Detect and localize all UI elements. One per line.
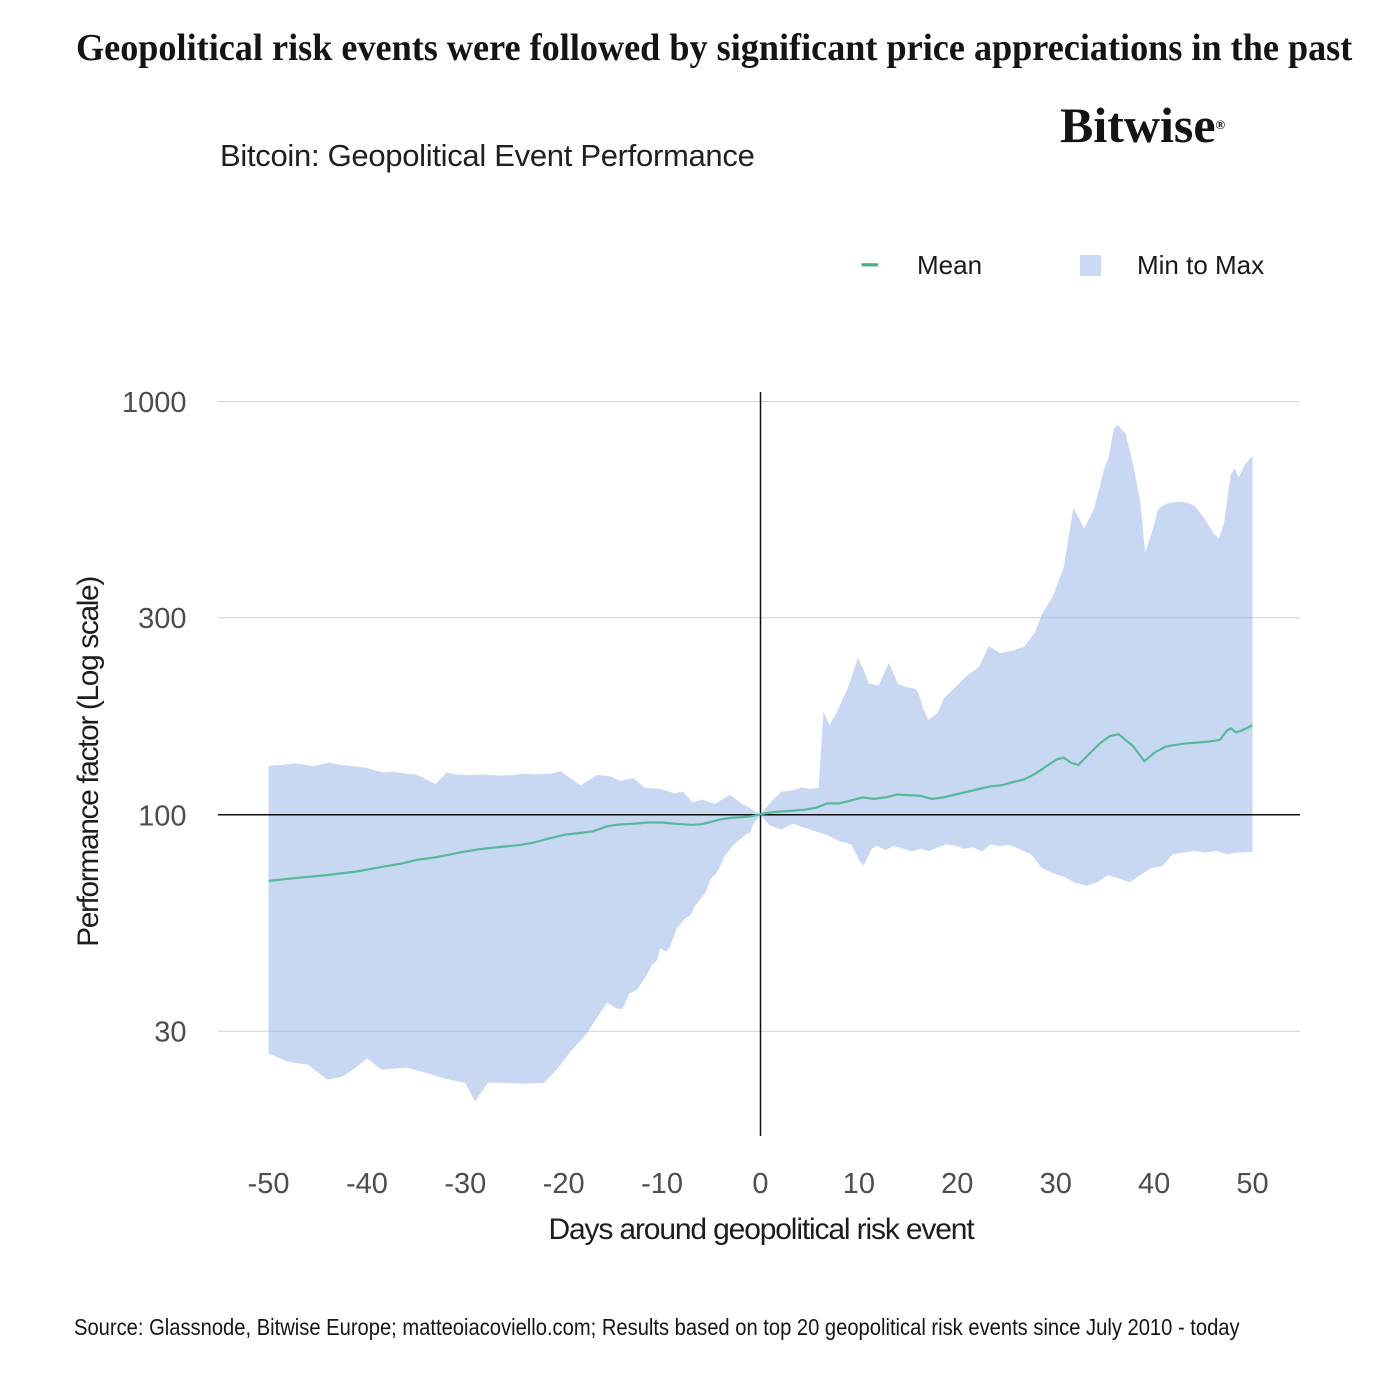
svg-text:50: 50 <box>1236 1168 1268 1200</box>
svg-text:10: 10 <box>843 1168 875 1200</box>
svg-text:-40: -40 <box>346 1168 388 1200</box>
svg-text:-10: -10 <box>641 1168 683 1200</box>
svg-text:Performance factor (Log scale): Performance factor (Log scale) <box>72 577 105 947</box>
svg-text:-20: -20 <box>543 1168 585 1200</box>
svg-text:30: 30 <box>1040 1168 1072 1200</box>
svg-text:300: 300 <box>138 603 186 635</box>
svg-text:1000: 1000 <box>122 387 187 419</box>
svg-text:40: 40 <box>1138 1168 1170 1200</box>
svg-text:30: 30 <box>154 1017 186 1049</box>
svg-text:100: 100 <box>138 800 186 832</box>
svg-text:20: 20 <box>941 1168 973 1200</box>
svg-text:0: 0 <box>752 1168 768 1200</box>
svg-text:-30: -30 <box>444 1168 486 1200</box>
svg-text:-50: -50 <box>248 1168 290 1200</box>
svg-text:Days around geopolitical risk: Days around geopolitical risk event <box>549 1213 976 1246</box>
